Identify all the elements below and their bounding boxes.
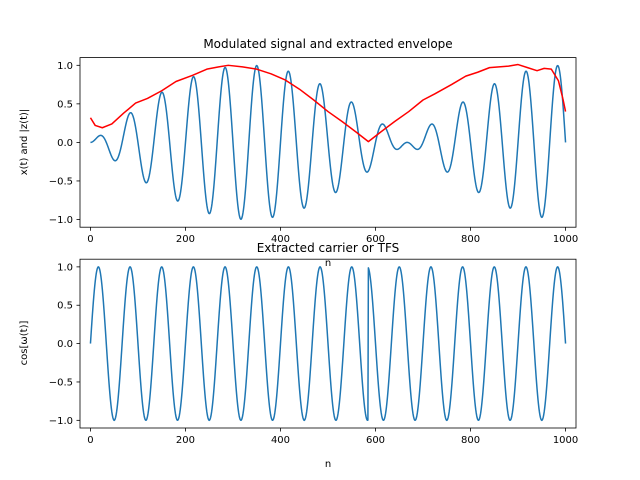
x-axis-label: n bbox=[325, 258, 331, 269]
plot-area bbox=[89, 63, 567, 220]
plot-area bbox=[89, 266, 567, 422]
y-tick-label: −1.0 bbox=[49, 215, 73, 226]
x-tick-label: 0 bbox=[87, 435, 93, 446]
y-tick-label: −1.0 bbox=[49, 416, 73, 427]
x-axis-label: n bbox=[325, 459, 331, 470]
axes-frame bbox=[79, 258, 577, 429]
y-tick-label: 0.5 bbox=[57, 99, 73, 110]
y-tick-label: −0.5 bbox=[49, 176, 73, 187]
x-tick-label: 600 bbox=[366, 435, 385, 446]
carrier-chart: Extracted carrier or TFS n cos[ω(t)] 0 20… bbox=[19, 241, 578, 470]
axes-frame bbox=[79, 57, 577, 228]
x-ticks: 0 200 400 600 800 1000 bbox=[87, 428, 578, 446]
x-tick-label: 1000 bbox=[553, 435, 578, 446]
envelope-chart: Modulated signal and extracted envelope … bbox=[19, 37, 578, 269]
x-tick-label: 400 bbox=[271, 234, 290, 245]
y-ticks: −1.0 −0.5 0.0 0.5 1.0 bbox=[49, 262, 80, 427]
y-tick-label: 0.5 bbox=[57, 301, 73, 312]
x-ticks: 0 200 400 600 800 1000 bbox=[87, 227, 578, 245]
y-tick-label: −0.5 bbox=[49, 377, 73, 388]
chart-title: Modulated signal and extracted envelope bbox=[203, 37, 452, 51]
x-tick-label: 200 bbox=[176, 435, 195, 446]
series-0-line bbox=[90, 64, 567, 220]
y-ticks: −1.0 −0.5 0.0 0.5 1.0 bbox=[49, 61, 80, 226]
y-tick-label: 1.0 bbox=[57, 262, 73, 273]
series-1-line bbox=[89, 63, 567, 143]
x-tick-label: 600 bbox=[366, 234, 385, 245]
x-tick-label: 400 bbox=[271, 435, 290, 446]
y-axis-label: cos[ω(t)] bbox=[19, 321, 30, 366]
y-tick-label: 0.0 bbox=[57, 138, 73, 149]
x-tick-label: 1000 bbox=[553, 234, 578, 245]
series-0-line bbox=[89, 266, 567, 422]
x-tick-label: 800 bbox=[461, 435, 480, 446]
y-axis-label: x(t) and |z(t)| bbox=[19, 109, 30, 176]
y-tick-label: 1.0 bbox=[57, 61, 73, 72]
x-tick-label: 800 bbox=[461, 234, 480, 245]
x-tick-label: 200 bbox=[176, 234, 195, 245]
y-tick-label: 0.0 bbox=[57, 339, 73, 350]
x-tick-label: 0 bbox=[87, 234, 93, 245]
chart-title: Extracted carrier or TFS bbox=[257, 241, 400, 255]
